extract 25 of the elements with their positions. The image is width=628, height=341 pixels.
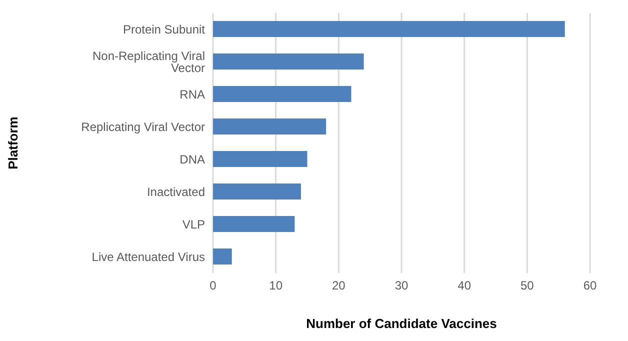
y-tick-label: Protein Subunit [122, 22, 206, 37]
bar [213, 184, 301, 200]
y-axis-title: Platform [6, 116, 21, 170]
y-tick-label: DNA [180, 152, 205, 167]
bar [213, 21, 565, 37]
x-tick-label: 50 [520, 278, 534, 293]
bar [213, 86, 352, 102]
bar [213, 216, 295, 232]
y-tick-label: Live Attenuated Virus [92, 250, 205, 264]
bar [213, 118, 326, 134]
bar [213, 151, 308, 167]
y-tick-label: Replicating Viral Vector [81, 120, 206, 134]
y-tick-label: RNA [180, 88, 205, 102]
bar [213, 248, 232, 264]
x-axis-title: Number of Candidate Vaccines [306, 316, 497, 331]
x-tick-label: 30 [394, 278, 408, 293]
y-tick-label: Inactivated [146, 185, 205, 200]
x-tick-label: 10 [269, 278, 283, 293]
x-tick-label: 40 [458, 278, 472, 293]
y-tick-label: VLP [182, 218, 205, 232]
bar [213, 54, 364, 70]
x-tick-label: 0 [210, 278, 217, 293]
x-tick-label: 60 [583, 278, 597, 293]
y-tick-label: Non-Replicating Viral Vector [92, 49, 205, 76]
x-tick-label: 20 [332, 278, 346, 293]
